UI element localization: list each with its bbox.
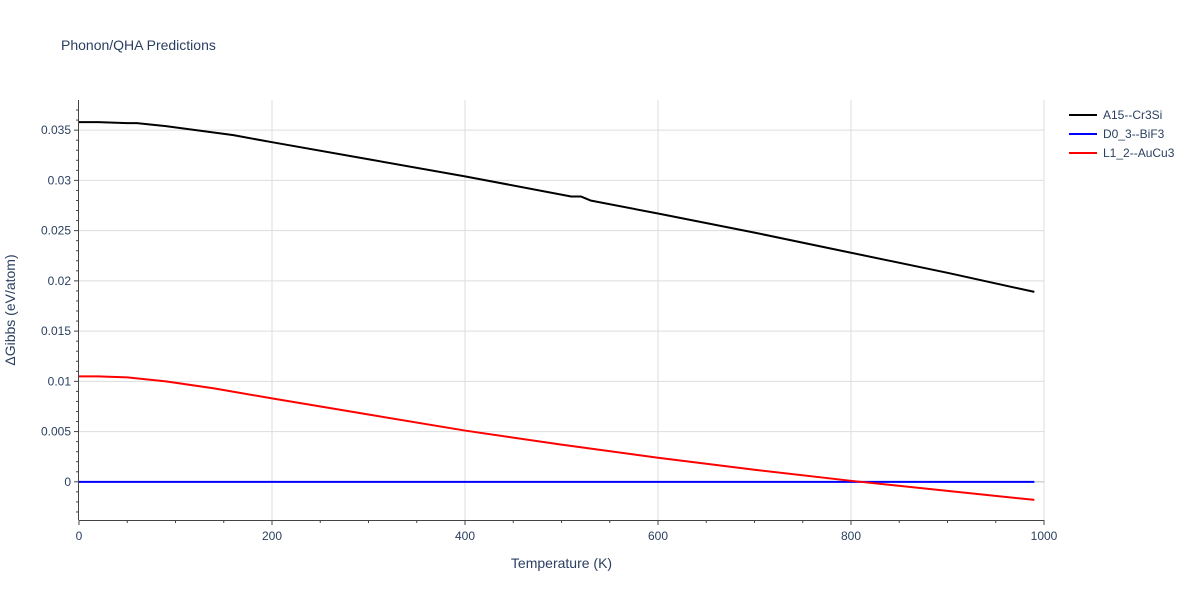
legend-item-l1-2-aucu3[interactable]: L1_2--AuCu3	[1069, 146, 1175, 160]
x-tick-labels: 0 200 400 600 800 1000	[76, 529, 1058, 543]
gridlines	[79, 100, 1045, 520]
x-tick-label: 800	[841, 529, 861, 543]
y-tick-label: 0.02	[48, 274, 72, 288]
x-tick-label: 0	[76, 529, 83, 543]
legend[interactable]: A15--Cr3Si D0_3--BiF3 L1_2--AuCu3	[1069, 108, 1175, 160]
y-tick-label: 0.01	[48, 374, 72, 388]
legend-label: D0_3--BiF3	[1103, 127, 1165, 141]
y-tick-label: 0.025	[41, 224, 71, 238]
axes	[74, 100, 1045, 525]
series-layer	[79, 121, 1035, 501]
x-tick-label: 200	[262, 529, 282, 543]
legend-label: A15--Cr3Si	[1103, 108, 1162, 122]
y-tick-label: 0.035	[41, 123, 71, 137]
x-axis-title: Temperature (K)	[511, 555, 612, 571]
x-tick-label: 400	[455, 529, 475, 543]
legend-item-a15-cr3si[interactable]: A15--Cr3Si	[1069, 108, 1162, 122]
y-tick-label: 0	[64, 475, 71, 489]
x-tick-label: 600	[648, 529, 668, 543]
y-tick-labels: 0 0.005 0.01 0.015 0.02 0.025 0.03 0.035	[41, 123, 71, 489]
chart-title: Phonon/QHA Predictions	[61, 37, 216, 53]
y-tick-label: 0.015	[41, 324, 71, 338]
y-tick-label: 0.005	[41, 425, 71, 439]
legend-label: L1_2--AuCu3	[1103, 146, 1175, 160]
y-tick-label: 0.03	[48, 173, 72, 187]
legend-item-d0-3-bif3[interactable]: D0_3--BiF3	[1069, 127, 1165, 141]
x-tick-label: 1000	[1031, 529, 1058, 543]
series-line-l1-2-aucu3	[79, 375, 1035, 501]
y-axis-title: ΔGibbs (eV/atom)	[2, 254, 18, 365]
series-line-a15-cr3si	[79, 121, 1035, 293]
